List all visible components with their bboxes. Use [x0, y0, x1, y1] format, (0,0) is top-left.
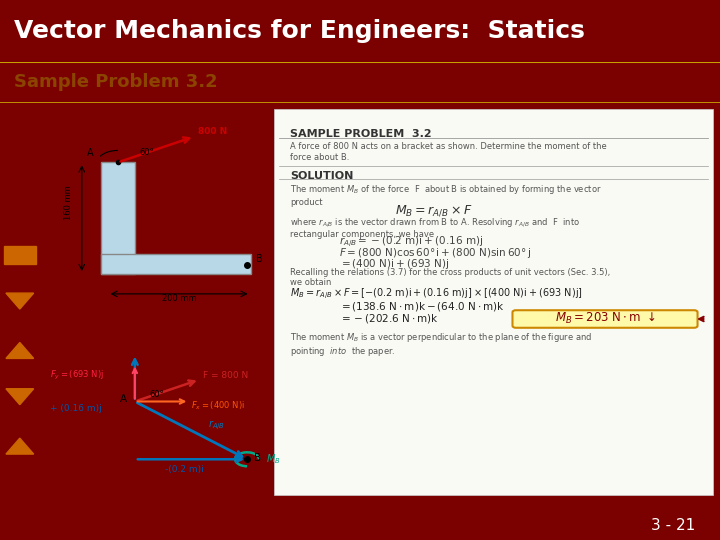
Polygon shape [6, 342, 34, 359]
Text: A: A [120, 395, 127, 404]
Bar [101, 163, 135, 274]
Text: $= -(202.6\ \rm{N \cdot m})k$: $= -(202.6\ \rm{N \cdot m})k$ [339, 312, 439, 325]
Text: $r_{A/B} = -(0.2\ \rm{m})i + (0.16\ \rm{m})j$: $r_{A/B} = -(0.2\ \rm{m})i + (0.16\ \rm{… [339, 235, 483, 250]
FancyBboxPatch shape [4, 246, 36, 264]
Bar [101, 254, 251, 274]
Text: -(0.2 m)i: -(0.2 m)i [165, 465, 204, 474]
Text: B: B [254, 454, 261, 463]
Text: 3 - 21: 3 - 21 [651, 518, 695, 533]
Text: The moment $M_B$ of the force  F  about B is obtained by forming the vector
prod: The moment $M_B$ of the force F about B … [290, 183, 602, 206]
Text: $= (138.6\ \rm{N \cdot m})k - (64.0\ \rm{N \cdot m})k$: $= (138.6\ \rm{N \cdot m})k - (64.0\ \rm… [339, 300, 505, 313]
Text: The moment $M_B$ is a vector perpendicular to the plane of the figure and
pointi: The moment $M_B$ is a vector perpendicul… [290, 330, 592, 359]
Text: B: B [256, 254, 263, 264]
Text: $M_B = r_{A/B} \times F = [-(0.2\ \rm{m})i + (0.16\ \rm{m})j] \times [(400\ \rm{: $M_B = r_{A/B} \times F = [-(0.2\ \rm{m}… [290, 287, 582, 302]
Polygon shape [6, 438, 34, 454]
Text: $F_y = (693\ \rm{N})$j: $F_y = (693\ \rm{N})$j [50, 369, 104, 382]
Text: $M_B = 203\ \rm{N \cdot m}\ \downarrow$: $M_B = 203\ \rm{N \cdot m}\ \downarrow$ [554, 311, 655, 326]
Text: A force of 800 N acts on a bracket as shown. Determine the moment of the
force a: A force of 800 N acts on a bracket as sh… [290, 143, 607, 162]
Text: Sample Problem 3.2: Sample Problem 3.2 [14, 73, 218, 91]
Text: where $r_{A/B}$ is the vector drawn from B to A. Resolving $r_{A/B}$ and  F  int: where $r_{A/B}$ is the vector drawn from… [290, 216, 580, 239]
Text: $= (400\ \rm{N})i + (693\ \rm{N})j$: $= (400\ \rm{N})i + (693\ \rm{N})j$ [339, 257, 449, 271]
Text: $F_x = (400\ \rm{N})$i: $F_x = (400\ \rm{N})$i [191, 400, 245, 412]
FancyBboxPatch shape [513, 310, 698, 328]
Polygon shape [6, 293, 34, 309]
Bar [274, 110, 714, 495]
Text: 60°: 60° [150, 390, 165, 399]
Text: SAMPLE PROBLEM  3.2: SAMPLE PROBLEM 3.2 [290, 129, 431, 138]
Text: + (0.16 m)j: + (0.16 m)j [50, 404, 102, 414]
Polygon shape [6, 389, 34, 404]
Text: F = 800 N: F = 800 N [203, 370, 248, 380]
Text: Recalling the relations (3.7) for the cross products of unit vectors (Sec. 3.5),: Recalling the relations (3.7) for the cr… [290, 268, 611, 287]
Text: 800 N: 800 N [198, 127, 227, 137]
Text: $F = (800\ \rm{N})\cos 60°\,i + (800\ \rm{N})\sin 60°\,j$: $F = (800\ \rm{N})\cos 60°\,i + (800\ \r… [339, 246, 531, 260]
Text: SOLUTION: SOLUTION [290, 171, 354, 181]
Text: 200 mm: 200 mm [162, 294, 197, 303]
Text: $r_{A/B}$: $r_{A/B}$ [208, 419, 225, 433]
Text: $M_B = r_{A/B} \times F$: $M_B = r_{A/B} \times F$ [395, 203, 473, 218]
Text: 60°: 60° [140, 148, 154, 157]
Text: Vector Mechanics for Engineers:  Statics: Vector Mechanics for Engineers: Statics [14, 19, 585, 43]
Text: $M_B$: $M_B$ [266, 453, 281, 466]
Text: A: A [87, 148, 94, 158]
Text: 160 mm: 160 mm [63, 185, 73, 220]
